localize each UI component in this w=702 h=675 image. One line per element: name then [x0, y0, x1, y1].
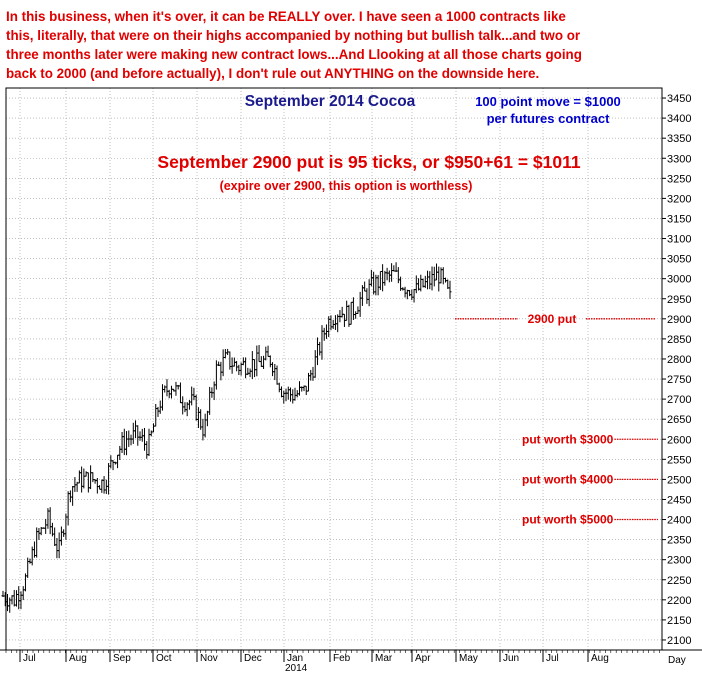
- y-tick-label: 3150: [667, 213, 691, 225]
- y-tick-label: 2750: [667, 374, 691, 386]
- axes: 2100 2150 2200 2250 2300 2350 2400 2450 2500 2550…: [0, 87, 702, 674]
- y-tick-label: 2400: [667, 515, 691, 527]
- price-bars: [1, 262, 452, 613]
- y-tick-label: 2500: [667, 474, 691, 486]
- x-tick-label: Oct: [156, 653, 172, 664]
- put-headline: September 2900 put is 95 ticks, or $950+…: [157, 152, 580, 172]
- y-tick-label: 2600: [667, 434, 691, 446]
- y-tick-label: 2700: [667, 394, 691, 406]
- x-tick-label: May: [459, 653, 478, 664]
- y-tick-label: 2900: [667, 314, 691, 326]
- y-tick-label: 3000: [667, 274, 691, 286]
- x-axis-year-label: 2014: [285, 663, 308, 674]
- y-tick-label: 2350: [667, 535, 691, 547]
- x-tick-label: Feb: [333, 653, 351, 664]
- reference-line-label: put worth $3000: [522, 432, 614, 446]
- x-tick-label: Aug: [591, 653, 609, 664]
- x-tick-label: Jul: [23, 653, 36, 664]
- y-tick-label: 2550: [667, 454, 691, 466]
- x-axis-unit-label: Day: [668, 655, 686, 666]
- y-tick-label: 3250: [667, 173, 691, 185]
- y-tick-label: 2850: [667, 334, 691, 346]
- commentary-line: back to 2000 (and before actually), I do…: [6, 66, 540, 81]
- y-tick-label: 2150: [667, 615, 691, 627]
- y-tick-label: 3400: [667, 113, 691, 125]
- y-tick-label: 3100: [667, 234, 691, 246]
- y-tick-label: 3200: [667, 193, 691, 205]
- reference-lines: 2900 put put worth $3000 put worth $4000 pu…: [455, 312, 658, 527]
- y-tick-label: 3350: [667, 133, 691, 145]
- y-tick-label: 3300: [667, 153, 691, 165]
- x-tick-label: Mar: [375, 653, 393, 664]
- reference-line-label: 2900 put: [528, 312, 577, 326]
- move-note-line1: 100 point move = $1000: [475, 94, 621, 109]
- y-tick-label: 2100: [667, 635, 691, 647]
- y-tick-label: 2250: [667, 575, 691, 587]
- x-tick-label: Aug: [69, 653, 87, 664]
- commentary-line: this, literally, that were on their high…: [6, 28, 581, 43]
- y-tick-label: 2650: [667, 414, 691, 426]
- commentary-header: In this business, when it's over, it can…: [6, 7, 696, 83]
- x-tick-label: Jun: [503, 653, 519, 664]
- y-tick-label: 3050: [667, 254, 691, 266]
- y-tick-label: 2950: [667, 294, 691, 306]
- put-subline: (expire over 2900, this option is worthl…: [220, 179, 473, 193]
- x-tick-label: Jul: [546, 653, 559, 664]
- x-tick-label: Dec: [244, 653, 262, 664]
- y-tick-label: 2800: [667, 354, 691, 366]
- y-tick-label: 3450: [667, 93, 691, 105]
- x-tick-label: Apr: [415, 653, 431, 664]
- x-tick-label: Nov: [200, 653, 218, 664]
- commentary-line: In this business, when it's over, it can…: [6, 9, 566, 24]
- y-tick-label: 2200: [667, 595, 691, 607]
- grid-layer: [6, 88, 662, 650]
- chart-title: September 2014 Cocoa: [245, 93, 416, 110]
- reference-line-label: put worth $5000: [522, 513, 614, 527]
- y-tick-label: 2450: [667, 494, 691, 506]
- commentary-line: three months later were making new contr…: [6, 47, 582, 62]
- x-tick-label: Jan: [287, 653, 303, 664]
- reference-line-label: put worth $4000: [522, 472, 614, 486]
- x-tick-label: Sep: [113, 653, 131, 664]
- move-note-line2: per futures contract: [487, 111, 610, 126]
- y-tick-label: 2300: [667, 555, 691, 567]
